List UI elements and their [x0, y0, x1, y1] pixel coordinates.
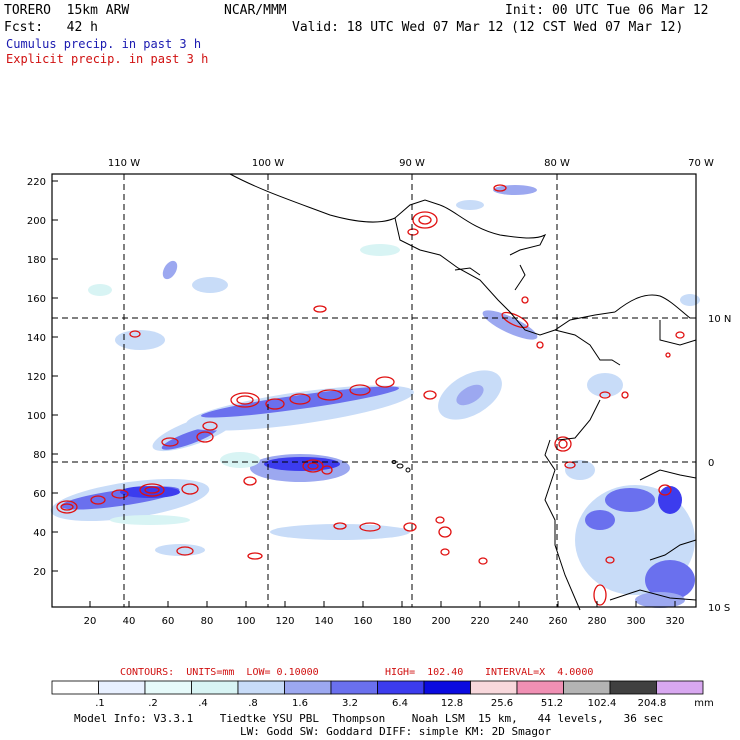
axis-ticks: [52, 180, 676, 607]
cumulus-precip-shading: [50, 185, 700, 608]
lat-label-10n: 10 N: [708, 314, 731, 325]
explicit-field-title: Explicit precip. in past 3 h: [6, 52, 209, 66]
valid-time: Valid: 18 UTC Wed 07 Mar 12 (12 CST Wed …: [292, 20, 684, 35]
colorbar-units: mm: [694, 698, 713, 709]
colorbar-cell: [51, 680, 99, 695]
x-tick-label: 240: [509, 616, 528, 627]
colorbar-label: 204.8: [638, 698, 667, 709]
colorbar-label: 6.4: [392, 698, 408, 709]
y-tick-label: 220: [27, 177, 46, 188]
x-tick-label: 60: [162, 616, 175, 627]
lat-label-10s: 10 S: [708, 603, 730, 614]
x-tick-label: 40: [123, 616, 136, 627]
model-info-line1: Model Info: V3.3.1 Tiedtke YSU PBL Thomp…: [74, 712, 664, 725]
x-tick-label: 120: [275, 616, 294, 627]
colorbar-cell: [98, 680, 146, 695]
x-tick-label: 300: [626, 616, 645, 627]
colorbar-label: 3.2: [342, 698, 358, 709]
colorbar-label: 51.2: [541, 698, 563, 709]
contour-interval: INTERVAL=X 4.0000: [485, 667, 594, 678]
lon-label-100w: 100 W: [252, 158, 284, 169]
model-name: TORERO 15km ARW: [4, 3, 130, 18]
contour-label: CONTOURS: UNITS=mm LOW= 0.10000: [120, 667, 319, 678]
colorbar-cell: [191, 680, 239, 695]
colorbar-cell: [656, 680, 704, 695]
colorbar-label: .1: [95, 698, 105, 709]
organization: NCAR/MMM: [224, 3, 287, 18]
y-tick-label: 80: [33, 450, 46, 461]
x-tick-label: 200: [431, 616, 450, 627]
x-tick-label: 80: [201, 616, 214, 627]
colorbar-label: 102.4: [588, 698, 617, 709]
y-tick-label: 140: [27, 333, 46, 344]
colorbar-label: .8: [248, 698, 258, 709]
y-tick-label: 100: [27, 411, 46, 422]
lat-lon-grid: [52, 174, 696, 607]
explicit-precip-contours: [56, 184, 685, 606]
y-tick-label: 120: [27, 372, 46, 383]
colorbar-cell: [423, 680, 471, 695]
y-tick-label: 200: [27, 216, 46, 227]
colorbar-labels: .1 .2 .4 .8 1.6 3.2 6.4 12.8 25.6 51.2 1…: [95, 698, 714, 709]
coastlines: [229, 173, 697, 611]
colorbar-cell: [330, 680, 378, 695]
map-frame: [51, 173, 697, 608]
colorbar-label: .4: [198, 698, 208, 709]
colorbar-cell: [516, 680, 564, 695]
x-tick-label: 180: [392, 616, 411, 627]
x-tick-label: 320: [665, 616, 684, 627]
y-tick-label: 20: [33, 567, 46, 578]
x-tick-label: 280: [587, 616, 606, 627]
y-tick-label: 160: [27, 294, 46, 305]
x-tick-label: 160: [353, 616, 372, 627]
x-tick-label: 140: [314, 616, 333, 627]
colorbar-cell: [470, 680, 518, 695]
lon-label-90w: 90 W: [399, 158, 425, 169]
colorbar: [51, 680, 704, 695]
colorbar-cell: [377, 680, 425, 695]
y-tick-label: 180: [27, 255, 46, 266]
lon-label-70w: 70 W: [688, 158, 714, 169]
lon-label-80w: 80 W: [544, 158, 570, 169]
x-tick-label: 220: [470, 616, 489, 627]
x-tick-label: 20: [84, 616, 97, 627]
colorbar-label: 1.6: [292, 698, 308, 709]
colorbar-label: 12.8: [441, 698, 463, 709]
colorbar-cell: [609, 680, 657, 695]
init-time: Init: 00 UTC Tue 06 Mar 12: [505, 3, 709, 18]
colorbar-cell: [563, 680, 611, 695]
x-tick-label: 100: [236, 616, 255, 627]
colorbar-label: .2: [148, 698, 158, 709]
lat-label-0: 0: [708, 458, 714, 469]
colorbar-label: 25.6: [491, 698, 513, 709]
forecast-hour: Fcst: 42 h: [4, 20, 98, 35]
colorbar-cell: [237, 680, 285, 695]
colorbar-cell: [284, 680, 332, 695]
cumulus-field-title: Cumulus precip. in past 3 h: [6, 37, 202, 51]
colorbar-cell: [144, 680, 192, 695]
contour-high: HIGH= 102.40: [385, 667, 464, 678]
x-tick-label: 260: [548, 616, 567, 627]
y-tick-label: 60: [33, 489, 46, 500]
y-tick-label: 40: [33, 528, 46, 539]
lon-label-110w: 110 W: [108, 158, 140, 169]
model-info-line2: LW: Godd SW: Goddard DIFF: simple KM: 2D…: [240, 725, 552, 738]
